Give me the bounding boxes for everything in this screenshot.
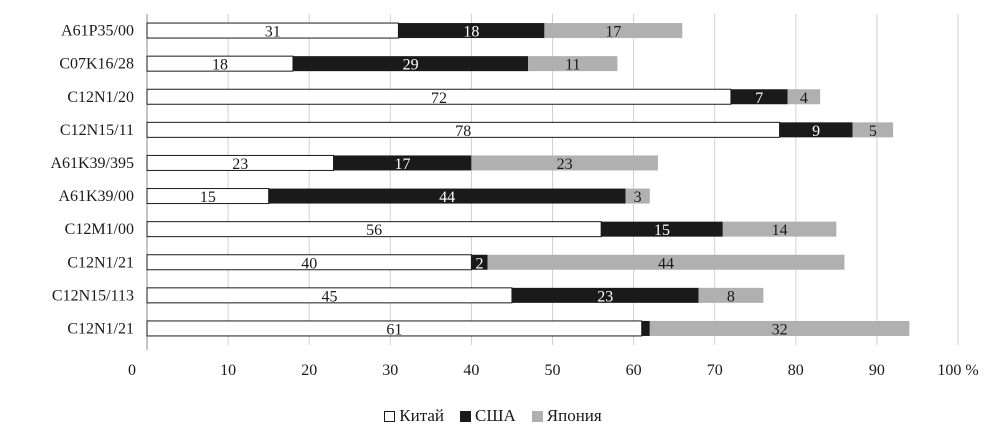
data-label: 14 xyxy=(772,222,788,239)
chart: 0 10 20 30 40 50 60 70 80 90 100 %A61P35/00 31 18 17C… xyxy=(50,14,979,379)
category-label: C12N1/21 xyxy=(67,254,134,271)
legend-swatch-china xyxy=(384,410,396,422)
x-tick-label-10: 10 xyxy=(220,362,236,379)
legend: Китай США Япония xyxy=(0,406,986,426)
x-tick-label-0: 0 xyxy=(128,362,136,379)
bar-segment-usa xyxy=(601,221,723,237)
bar-segment-japan xyxy=(698,287,764,303)
data-label: 44 xyxy=(439,189,455,206)
data-label: 78 xyxy=(455,123,471,140)
data-label: 11 xyxy=(565,57,580,74)
legend-label-japan: Япония xyxy=(546,406,602,425)
data-label: 8 xyxy=(727,288,735,305)
x-tick-label-30: 30 xyxy=(382,362,398,379)
category-label: A61K39/00 xyxy=(58,188,134,205)
data-label: 18 xyxy=(212,57,228,74)
bar-segment-japan xyxy=(852,122,894,138)
bar-segment-usa xyxy=(511,287,699,303)
legend-item-japan: Япония xyxy=(531,406,602,426)
bar-segment-japan xyxy=(722,221,837,237)
bar-segment-usa xyxy=(730,89,788,105)
data-label: 40 xyxy=(301,255,317,272)
bar-segment-japan xyxy=(528,56,618,72)
x-tick-label-40: 40 xyxy=(463,362,479,379)
data-label: 29 xyxy=(403,57,419,74)
x-tick-label-60: 60 xyxy=(626,362,642,379)
bar-segment-japan xyxy=(487,254,845,270)
legend-label-china: Китай xyxy=(399,406,444,425)
category-label: A61P35/00 xyxy=(61,23,134,40)
bar-segment-usa xyxy=(471,254,488,270)
x-tick-label-70: 70 xyxy=(707,362,723,379)
data-label: 23 xyxy=(557,156,573,173)
data-label: 15 xyxy=(654,222,670,239)
data-label: 17 xyxy=(605,24,621,41)
bar-segment-usa xyxy=(268,188,626,204)
data-label: 4 xyxy=(800,90,808,107)
data-label: 17 xyxy=(394,156,410,173)
x-tick-label-20: 20 xyxy=(301,362,317,379)
data-label: 18 xyxy=(463,24,479,41)
bar-segment-usa xyxy=(333,155,472,171)
data-label: 9 xyxy=(812,123,820,140)
data-label: 44 xyxy=(658,255,674,272)
data-label: 56 xyxy=(366,222,382,239)
legend-item-china: Китай xyxy=(384,406,444,426)
data-label: 5 xyxy=(869,123,877,140)
category-label: A61K39/395 xyxy=(50,155,134,172)
category-label: C12N1/20 xyxy=(67,89,134,106)
data-label: 61 xyxy=(386,321,402,338)
x-tick-label-100: 100 % xyxy=(937,362,978,379)
data-label: 7 xyxy=(755,90,763,107)
legend-swatch-usa xyxy=(460,410,471,422)
bar-segment-japan xyxy=(625,188,650,204)
data-label: 15 xyxy=(200,189,216,206)
x-tick-label-90: 90 xyxy=(869,362,885,379)
data-label: 23 xyxy=(232,156,248,173)
legend-item-usa: США xyxy=(460,406,516,426)
category-label: C07K16/28 xyxy=(59,56,134,73)
x-tick-label-80: 80 xyxy=(788,362,804,379)
bar-segment-usa xyxy=(292,56,529,72)
bar-segment-japan xyxy=(787,89,821,105)
data-label: 2 xyxy=(476,255,484,272)
bar-segment-usa xyxy=(641,320,650,336)
data-label: 72 xyxy=(431,90,447,107)
data-label: 23 xyxy=(597,288,613,305)
category-label: C12N1/21 xyxy=(67,320,134,337)
category-label: C12M1/00 xyxy=(65,221,134,238)
legend-swatch-japan xyxy=(531,410,543,422)
category-label: C12N15/11 xyxy=(60,122,134,139)
bar-segment-japan xyxy=(649,320,910,336)
data-label: 3 xyxy=(634,189,642,206)
data-label: 45 xyxy=(321,288,337,305)
x-tick-label-50: 50 xyxy=(545,362,561,379)
bar-segment-usa xyxy=(398,23,545,39)
bar-segment-japan xyxy=(471,155,658,171)
data-label: 31 xyxy=(265,24,281,41)
bar-segment-usa xyxy=(779,122,853,138)
legend-label-usa: США xyxy=(475,406,516,425)
bar-segment-china xyxy=(146,55,294,72)
bar-segment-japan xyxy=(544,23,683,39)
data-label: 32 xyxy=(772,321,788,338)
category-label: C12N15/113 xyxy=(52,287,134,304)
bar-segment-china xyxy=(146,320,643,337)
